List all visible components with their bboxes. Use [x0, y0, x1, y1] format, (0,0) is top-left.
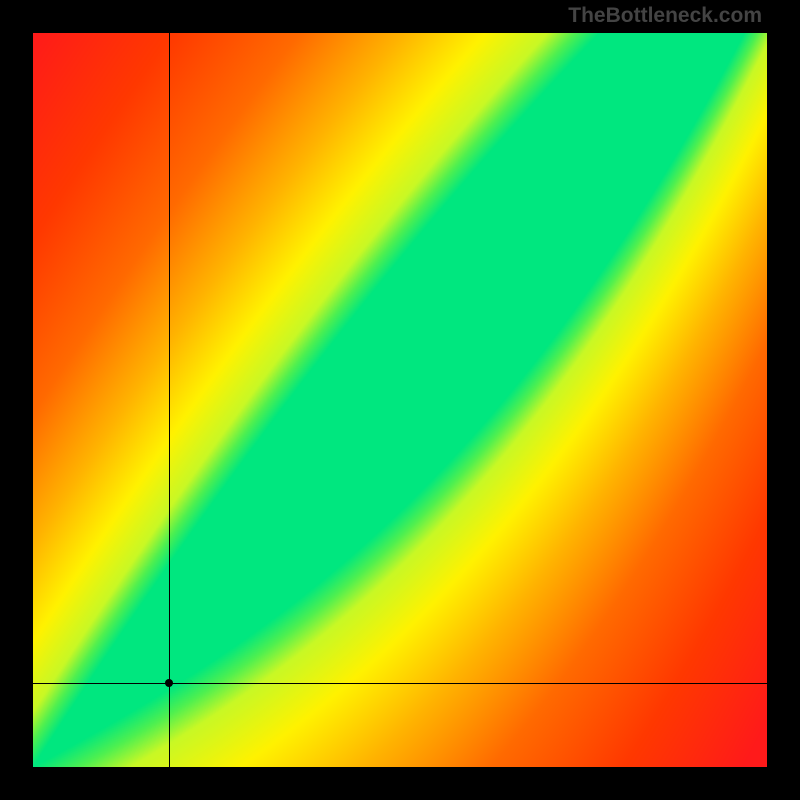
- bottleneck-heatmap: [33, 33, 767, 767]
- crosshair-horizontal: [33, 683, 767, 684]
- crosshair-vertical: [169, 33, 170, 767]
- crosshair-marker: [165, 679, 173, 687]
- watermark-text: TheBottleneck.com: [568, 4, 762, 28]
- heatmap-canvas: [33, 33, 767, 767]
